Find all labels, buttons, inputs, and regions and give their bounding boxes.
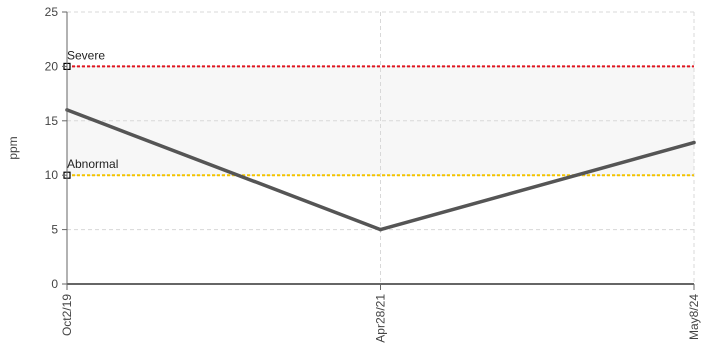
series-0-point-1 — [378, 227, 383, 232]
y-tick-label-0: 0 — [51, 277, 58, 291]
series-0-point-2 — [692, 140, 696, 145]
y-tick-label-5: 5 — [51, 223, 58, 237]
y-tick-label-25: 25 — [45, 5, 59, 19]
x-tick-label-2: May8/24 — [687, 294, 701, 340]
x-tick-label-0: Oct2/19 — [60, 294, 74, 336]
y-tick-label-20: 20 — [45, 59, 59, 73]
y-tick-label-15: 15 — [45, 114, 59, 128]
y-tick-label-10: 10 — [45, 168, 59, 182]
x-tick-label-1: Apr28/21 — [374, 294, 388, 343]
y-axis-label: ppm — [6, 136, 20, 159]
abnormal-threshold-label: Abnormal — [67, 157, 118, 171]
severe-threshold-label: Severe — [67, 48, 105, 62]
